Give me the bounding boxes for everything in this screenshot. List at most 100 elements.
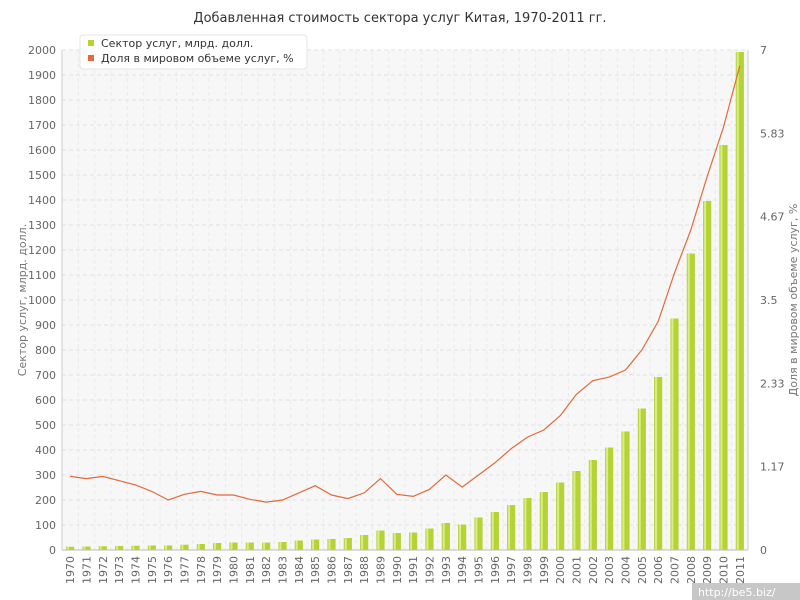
bar-highlight — [704, 201, 707, 550]
x-tick-label: 1985 — [309, 556, 322, 584]
left-tick-label: 500 — [35, 419, 56, 432]
bar — [360, 535, 369, 550]
legend: Сектор услуг, млрд. долл. Доля в мировом… — [79, 34, 308, 70]
bar — [523, 498, 532, 550]
bar-highlight — [589, 460, 592, 550]
x-tick-label: 2005 — [636, 556, 649, 584]
bar-highlight — [328, 539, 331, 550]
bar — [327, 539, 336, 550]
left-axis-ticks: 0 100 200 300 400 500 600 700 800 900 1000 1100 1200… — [28, 44, 56, 557]
watermark-background — [692, 583, 800, 600]
bar — [131, 545, 140, 550]
bar — [229, 542, 238, 550]
bar — [115, 546, 124, 550]
right-tick-label: 1.17 — [760, 461, 785, 474]
bar-highlight — [279, 542, 282, 550]
bar — [703, 201, 712, 550]
bar — [392, 533, 401, 550]
bar-highlight — [736, 52, 739, 550]
x-tick-label: 2007 — [669, 556, 682, 584]
right-tick-label: 4.67 — [760, 211, 785, 224]
bar-highlight — [459, 524, 462, 550]
x-tick-label: 1975 — [146, 556, 159, 584]
x-axis-ticks: 1970 1971 1972 1973 1974 1975 1976 1977 1978 1979… — [64, 556, 747, 584]
share-line — [70, 65, 741, 503]
bar-highlight — [67, 546, 70, 550]
left-tick-label: 1000 — [28, 294, 56, 307]
bar — [311, 539, 320, 550]
bar-highlight — [671, 318, 674, 550]
x-tick-label: 1982 — [260, 556, 273, 584]
bar — [409, 532, 418, 550]
bar — [66, 546, 75, 550]
x-tick-label: 1970 — [64, 556, 77, 584]
x-tick-label: 1994 — [456, 556, 469, 584]
bar-highlight — [491, 512, 494, 550]
x-tick-label: 2000 — [554, 556, 567, 584]
chart-title: Добавленная стоимость сектора услуг Кита… — [193, 11, 606, 26]
watermark[interactable]: http://be5.biz/ — [692, 583, 800, 600]
bar-highlight — [638, 408, 641, 550]
bar-highlight — [246, 542, 249, 550]
x-tick-label: 1986 — [326, 556, 339, 584]
legend-bar-label: Сектор услуг, млрд. долл. — [101, 37, 253, 50]
x-tick-label: 1997 — [505, 556, 518, 584]
left-tick-label: 1500 — [28, 169, 56, 182]
bar-highlight — [116, 546, 119, 550]
right-axis-title: Доля в мировом объеме услуг, % — [787, 204, 800, 397]
bar-highlight — [295, 540, 298, 550]
x-tick-label: 1972 — [97, 556, 110, 584]
x-tick-label: 2010 — [718, 556, 731, 584]
right-tick-label: 7 — [760, 44, 767, 57]
bar-highlight — [475, 517, 478, 550]
legend-bar-swatch — [88, 40, 94, 46]
x-tick-label: 1984 — [293, 556, 306, 584]
left-tick-label: 100 — [35, 519, 56, 532]
left-tick-label: 800 — [35, 344, 56, 357]
bar — [572, 471, 581, 550]
left-tick-label: 1200 — [28, 244, 56, 257]
left-tick-label: 400 — [35, 444, 56, 457]
bar-highlight — [214, 543, 217, 550]
bar — [213, 543, 222, 550]
bar-highlight — [622, 431, 625, 550]
left-tick-label: 700 — [35, 369, 56, 382]
bar — [425, 528, 434, 550]
left-tick-label: 1900 — [28, 69, 56, 82]
x-tick-label: 1980 — [228, 556, 241, 584]
watermark-link[interactable]: http://be5.biz/ — [698, 586, 776, 599]
x-tick-label: 1987 — [342, 556, 355, 584]
bar-highlight — [687, 253, 690, 550]
x-tick-label: 2008 — [685, 556, 698, 584]
bar-highlight — [99, 546, 102, 550]
right-tick-label: 0 — [760, 544, 767, 557]
bar — [605, 447, 614, 550]
x-tick-label: 1992 — [424, 556, 437, 584]
bar — [490, 512, 499, 550]
x-tick-label: 1993 — [440, 556, 453, 584]
grid — [61, 49, 748, 551]
x-tick-label: 2011 — [734, 556, 747, 584]
left-tick-label: 1800 — [28, 94, 56, 107]
bar-highlight — [557, 482, 560, 550]
bar — [621, 431, 630, 550]
x-tick-label: 1974 — [130, 556, 143, 584]
x-tick-label: 2004 — [620, 556, 633, 584]
bar — [196, 544, 205, 550]
x-tick-label: 1971 — [81, 556, 94, 584]
x-tick-label: 1988 — [358, 556, 371, 584]
bar — [556, 482, 565, 550]
right-axis-ticks: 0 1.17 2.33 3.5 4.67 5.83 7 — [760, 44, 785, 557]
x-tick-label: 1989 — [375, 556, 388, 584]
bar — [441, 523, 450, 550]
bar — [164, 545, 173, 550]
bar — [278, 542, 287, 550]
bar-highlight — [508, 505, 511, 550]
left-tick-label: 600 — [35, 394, 56, 407]
bar-highlight — [377, 530, 380, 550]
line-series — [70, 65, 741, 503]
x-tick-label: 1995 — [473, 556, 486, 584]
bar — [670, 318, 679, 550]
left-axis-title: Сектор услуг, млрд. долл. — [16, 224, 29, 376]
